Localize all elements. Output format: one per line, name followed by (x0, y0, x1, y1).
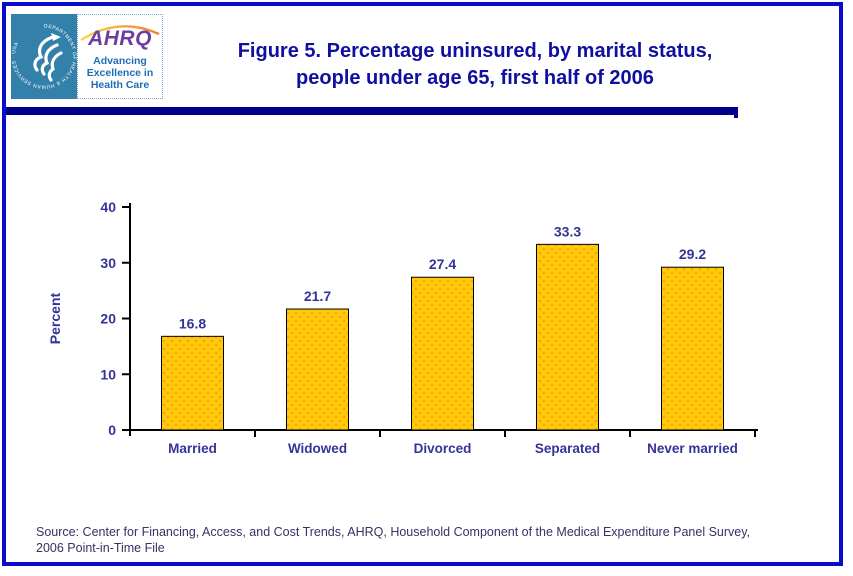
ahrq-wordmark: AHRQ (88, 27, 152, 50)
category-label: Never married (647, 441, 738, 456)
title-divider-rule (6, 107, 738, 118)
figure-title: Figure 5. Percentage uninsured, by marit… (175, 38, 775, 92)
figure-title-line1: Figure 5. Percentage uninsured, by marit… (237, 40, 713, 62)
hhs-logo: DEPARTMENT OF HEALTH & HUMAN SERVICES · … (11, 14, 77, 99)
ahrq-swoosh-icon (80, 25, 160, 42)
bar-value-label: 21.7 (304, 288, 331, 304)
y-tick-label: 40 (100, 199, 116, 215)
category-label: Divorced (414, 441, 472, 456)
y-tick-label: 10 (100, 366, 116, 382)
chart-area: 0 10 20 30 40 16.8 Married 21.7 Widowed 27.4 Divor… (30, 175, 830, 475)
ahrq-tagline-line1: Advancing (93, 55, 147, 67)
y-tick-label: 0 (108, 422, 116, 438)
bar-separated (536, 243, 599, 431)
source-note-line1: Source: Center for Financing, Access, an… (36, 525, 751, 539)
bar-value-label: 33.3 (554, 223, 581, 239)
ahrq-tagline-line3: Health Care (90, 79, 150, 91)
bar-value-label: 29.2 (679, 246, 706, 262)
bar-divorced (411, 276, 474, 431)
y-axis-title: Percent (47, 292, 63, 344)
hhs-logo-background (11, 14, 77, 99)
bar-value-label: 16.8 (179, 315, 206, 331)
category-label: Widowed (288, 441, 347, 456)
ahrq-tagline: Advancing Excellence in Health Care (78, 55, 162, 91)
category-label: Married (168, 441, 217, 456)
ahrq-hhs-logo: DEPARTMENT OF HEALTH & HUMAN SERVICES · … (11, 14, 163, 99)
ahrq-logo: AHRQ Advancing Excellence in Health Care (77, 14, 163, 99)
bar-never-married (661, 266, 724, 431)
category-label: Separated (535, 441, 600, 456)
bar-value-label: 27.4 (429, 256, 456, 272)
figure-title-line2: people under age 65, first half of 2006 (296, 67, 654, 89)
bar-widowed (286, 308, 349, 431)
hhs-eagle-icon (33, 33, 63, 82)
ahrq-tagline-line2: Excellence in (86, 67, 154, 79)
bar-chart: 0 10 20 30 40 16.8 Married 21.7 Widowed 27.4 Divor… (47, 199, 758, 456)
y-tick-label: 20 (100, 311, 116, 327)
source-note: Source: Center for Financing, Access, an… (36, 524, 836, 556)
y-tick-label: 30 (100, 255, 116, 271)
source-note-line2: 2006 Point-in-Time File (36, 541, 165, 555)
page-border (2, 2, 843, 566)
bar-married (161, 335, 224, 431)
